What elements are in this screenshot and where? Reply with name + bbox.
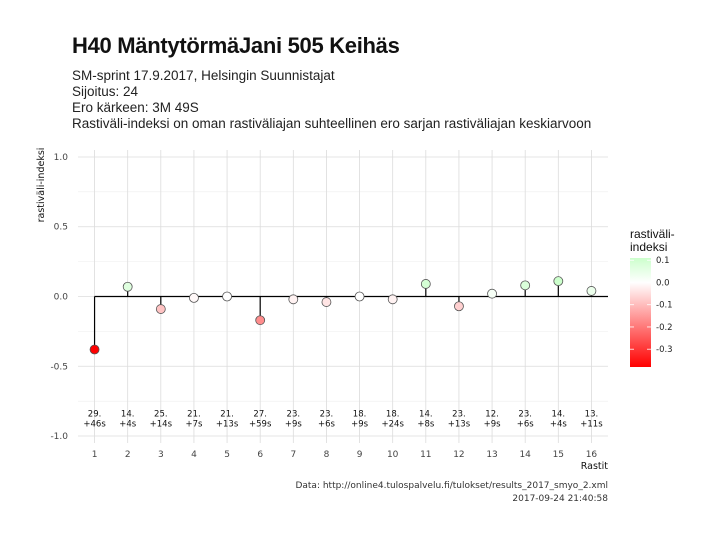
data-point [387, 294, 398, 305]
time-diff-label: +46s [83, 419, 106, 429]
points [89, 276, 597, 355]
legend-tick-label: 0.1 [656, 256, 670, 266]
data-point [520, 280, 531, 291]
rank-label: 23. [320, 409, 334, 419]
rank-label: 13. [585, 409, 599, 419]
x-tick-label: 6 [257, 450, 263, 460]
x-tick-label: 11 [420, 450, 431, 460]
x-axis-tick-labels: 1 2 3 4 5 6 7 8 9 10 11 12 13 14 15 16 [92, 450, 598, 460]
x-tick-label: 3 [158, 450, 164, 460]
legend-colorbar [630, 258, 651, 367]
rank-label: 23. [287, 409, 301, 419]
data-point [553, 276, 564, 287]
time-diff-label: +24s [382, 419, 405, 429]
x-tick-label: 5 [224, 450, 230, 460]
data-point [155, 304, 166, 314]
subtitle-rank: Sijoitus: 24 [72, 84, 139, 99]
legend-ticks: 0.1 0.0 -0.1 -0.2 -0.3 [630, 256, 673, 355]
x-tick-label: 4 [191, 450, 197, 460]
y-axis-tick-labels: -1.0 -0.5 0.0 0.5 1.0 [50, 153, 68, 442]
rank-label: 23. [452, 409, 466, 419]
x-tick-label: 15 [553, 450, 564, 460]
legend-title-line-1: rastiväli- [630, 227, 675, 241]
timestamp-caption: 2017-09-24 21:40:58 [512, 494, 608, 504]
rank-label: 29. [88, 409, 102, 419]
time-diff-label: +59s [249, 419, 272, 429]
rank-label: 27. [253, 409, 267, 419]
time-diff-label: +4s [550, 419, 568, 429]
x-tick-label: 14 [519, 450, 531, 460]
time-diff-label: +11s [580, 419, 603, 429]
x-tick-label: 16 [586, 450, 598, 460]
subtitle-description: Rastiväli-indeksi on oman rastiväliajan … [72, 116, 592, 131]
x-tick-label: 13 [486, 450, 497, 460]
chart-title: H40 MäntytörmäJani 505 Keihäs [72, 33, 400, 58]
legend-tick-label: -0.3 [656, 345, 673, 355]
rank-label: 14. [121, 409, 135, 419]
x-tick-label: 7 [290, 450, 296, 460]
data-source-caption: Data: http://online4.tulospalvelu.fi/tul… [295, 481, 608, 491]
x-tick-label: 1 [92, 450, 98, 460]
leg-annotations: 29.+46s14.+4s25.+14s21.+7s21.+13s27.+59s… [83, 409, 603, 429]
data-point [321, 297, 332, 307]
legend-title-line-2: indeksi [630, 240, 667, 254]
time-diff-label: +9s [285, 419, 303, 429]
subtitle-gap: Ero kärkeen: 3M 49S [72, 100, 199, 115]
rank-label: 18. [386, 409, 400, 419]
data-point [354, 291, 365, 302]
x-tick-label: 8 [324, 450, 330, 460]
color-legend: rastiväli- indeksi 0.1 0.0 -0.1 -0.2 -0.3 [630, 227, 675, 367]
y-tick-label: -0.5 [50, 362, 68, 372]
rank-label: 14. [419, 409, 433, 419]
time-diff-label: +9s [484, 419, 502, 429]
time-diff-label: +8s [417, 419, 435, 429]
time-diff-label: +6s [517, 419, 535, 429]
rank-label: 21. [220, 409, 234, 419]
time-diff-label: +6s [318, 419, 336, 429]
x-tick-label: 2 [125, 450, 131, 460]
time-diff-label: +13s [216, 419, 239, 429]
data-point [89, 344, 100, 355]
y-tick-label: 0.5 [54, 223, 68, 233]
rank-label: 21. [187, 409, 201, 419]
time-diff-label: +14s [150, 419, 173, 429]
data-point [454, 301, 464, 312]
data-point [420, 279, 431, 289]
data-point [222, 291, 232, 302]
data-point [189, 292, 199, 303]
x-tick-label: 10 [387, 450, 399, 460]
rank-label: 14. [552, 409, 566, 419]
rank-label: 12. [485, 409, 499, 419]
subtitle-event: SM-sprint 17.9.2017, Helsingin Suunnista… [72, 68, 335, 83]
data-point [288, 294, 299, 305]
rank-label: 23. [518, 409, 532, 419]
data-point [487, 288, 497, 299]
time-diff-label: +13s [448, 419, 471, 429]
x-tick-label: 9 [357, 450, 363, 460]
time-diff-label: +9s [351, 419, 369, 429]
y-tick-label: 1.0 [54, 153, 69, 163]
y-axis-title: rastiväli-indeksi [36, 148, 47, 223]
rank-label: 25. [154, 409, 168, 419]
x-axis-title: Rastit [581, 461, 609, 472]
rank-label: 18. [353, 409, 367, 419]
time-diff-label: +7s [185, 419, 203, 429]
x-tick-label: 12 [453, 450, 464, 460]
data-point [586, 286, 597, 296]
legend-tick-label: -0.1 [656, 301, 673, 311]
data-point [255, 315, 266, 326]
legend-tick-label: 0.0 [656, 278, 670, 288]
data-point [122, 281, 133, 292]
y-tick-label: -1.0 [50, 432, 68, 442]
y-tick-label: 0.0 [54, 293, 69, 303]
time-diff-label: +4s [119, 419, 137, 429]
legend-tick-label: -0.2 [656, 323, 673, 333]
